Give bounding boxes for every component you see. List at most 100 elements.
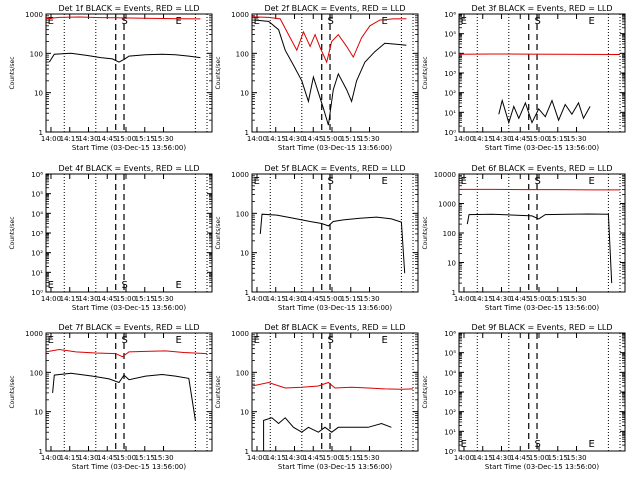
- x-tick-label: 14:15: [266, 295, 286, 303]
- x-axis-label: Start Time (03-Dec-15 13:56:00): [72, 144, 186, 152]
- y-tick-label: 10¹: [31, 269, 43, 277]
- panel-det-2: Det 2f BLACK = Events, RED = LLD Counts/s…: [215, 4, 419, 152]
- event-marker-e: E: [588, 176, 594, 187]
- y-tick-label: 10⁴: [31, 210, 43, 218]
- series-line-lld: [459, 188, 620, 191]
- event-marker-e: E: [461, 176, 467, 187]
- panel-det-1: Det 1f BLACK = Events, RED = LLD Counts/s…: [9, 4, 213, 152]
- event-marker-e: E: [48, 335, 54, 346]
- y-axis-label: Counts/sec: [422, 375, 429, 408]
- y-tick-label: 10: [240, 90, 249, 98]
- y-tick-label: 10: [240, 409, 249, 417]
- x-tick-label: 14:45: [97, 135, 117, 143]
- y-tick-label: 10²: [444, 90, 456, 98]
- x-tick-label: 14:15: [266, 135, 286, 143]
- x-tick-label: 15:30: [153, 454, 173, 462]
- y-axis-label: Counts/sec: [9, 375, 16, 408]
- event-marker-e: E: [254, 16, 260, 27]
- event-marker-e: E: [175, 335, 181, 346]
- panel-title: Det 8f BLACK = Events, RED = LLD: [264, 323, 405, 332]
- event-marker-e: E: [461, 16, 467, 27]
- event-marker-s: S: [328, 16, 334, 27]
- x-axis-label: Start Time (03-Dec-15 13:56:00): [485, 144, 599, 152]
- event-marker-s: S: [122, 280, 128, 291]
- x-tick-label: 14:15: [60, 135, 80, 143]
- event-marker-e: E: [381, 335, 387, 346]
- event-marker-s: S: [122, 16, 128, 27]
- y-tick-label: 10⁵: [444, 31, 456, 39]
- y-tick-label: 10000: [434, 171, 456, 179]
- x-tick-label: 15:00: [322, 295, 342, 303]
- x-tick-label: 15:30: [359, 454, 379, 462]
- y-tick-label: 1: [245, 289, 249, 297]
- plot-frame: [458, 13, 626, 133]
- x-tick-label: 14:00: [454, 135, 474, 143]
- x-tick-label: 14:00: [41, 295, 61, 303]
- y-tick-label: 10⁶: [444, 11, 456, 19]
- x-tick-label: 15:15: [548, 454, 568, 462]
- event-marker-e: E: [588, 439, 594, 450]
- x-tick-label: 14:15: [473, 295, 493, 303]
- series-line-lld: [251, 381, 414, 390]
- panel-det-7: Det 7f BLACK = Events, RED = LLD Counts/s…: [9, 323, 213, 471]
- x-tick-label: 14:00: [41, 454, 61, 462]
- x-tick-label: 14:30: [491, 454, 511, 462]
- y-axis-label: Counts/sec: [215, 216, 222, 249]
- y-tick-label: 10: [34, 90, 43, 98]
- y-axis-label: Counts/sec: [9, 216, 16, 249]
- x-tick-label: 14:45: [97, 295, 117, 303]
- y-tick-label: 10³: [444, 70, 456, 78]
- event-marker-e: E: [48, 280, 54, 291]
- x-tick-label: 15:30: [566, 135, 586, 143]
- x-tick-label: 14:45: [303, 135, 323, 143]
- panel-det-5: Det 5f BLACK = Events, RED = LLD Counts/s…: [215, 164, 419, 312]
- y-tick-label: 100: [30, 50, 43, 58]
- event-marker-e: E: [381, 16, 387, 27]
- plot-frame: [251, 173, 419, 293]
- x-tick-label: 14:15: [266, 454, 286, 462]
- event-marker-s: S: [328, 335, 334, 346]
- event-marker-s: S: [535, 16, 541, 27]
- x-tick-label: 14:30: [284, 295, 304, 303]
- event-marker-s: S: [328, 176, 334, 187]
- panel-det-8: Det 8f BLACK = Events, RED = LLD Counts/s…: [215, 323, 419, 471]
- y-tick-label: 1000: [231, 11, 249, 19]
- x-tick-label: 15:30: [153, 295, 173, 303]
- y-tick-label: 10⁶: [31, 171, 43, 179]
- x-tick-label: 15:30: [566, 295, 586, 303]
- series-line-lld: [251, 16, 407, 64]
- plot-frame: [45, 173, 213, 293]
- series-line-events: [259, 213, 406, 274]
- y-tick-label: 10⁰: [444, 129, 456, 137]
- x-tick-label: 14:00: [454, 454, 474, 462]
- series-line-events: [255, 19, 407, 126]
- x-tick-label: 15:15: [548, 135, 568, 143]
- x-tick-label: 15:00: [529, 295, 549, 303]
- event-marker-s: S: [122, 335, 128, 346]
- y-tick-label: 10: [447, 260, 456, 268]
- series-line-events: [52, 372, 196, 421]
- x-axis-label: Start Time (03-Dec-15 13:56:00): [485, 463, 599, 471]
- y-axis-label: Counts/sec: [422, 56, 429, 89]
- y-tick-label: 10²: [444, 409, 456, 417]
- x-tick-label: 14:15: [473, 135, 493, 143]
- y-tick-label: 1000: [25, 330, 43, 338]
- y-tick-label: 10¹: [444, 428, 456, 436]
- y-tick-label: 10⁵: [31, 191, 43, 199]
- y-tick-label: 1: [245, 448, 249, 456]
- x-tick-label: 14:45: [510, 295, 530, 303]
- y-tick-label: 100: [236, 369, 249, 377]
- panel-title: Det 5f BLACK = Events, RED = LLD: [264, 164, 405, 173]
- event-marker-s: S: [535, 176, 541, 187]
- x-axis-label: Start Time (03-Dec-15 13:56:00): [72, 463, 186, 471]
- y-tick-label: 1000: [231, 330, 249, 338]
- series-line-events: [263, 417, 392, 451]
- y-tick-label: 1: [39, 448, 43, 456]
- panel-det-6: Det 6f BLACK = Events, RED = LLD Counts/s…: [422, 164, 626, 312]
- x-tick-label: 15:00: [529, 454, 549, 462]
- x-tick-label: 15:15: [341, 135, 361, 143]
- x-tick-label: 14:00: [41, 135, 61, 143]
- x-tick-label: 14:00: [247, 295, 267, 303]
- x-tick-label: 15:00: [529, 135, 549, 143]
- event-marker-e: E: [588, 16, 594, 27]
